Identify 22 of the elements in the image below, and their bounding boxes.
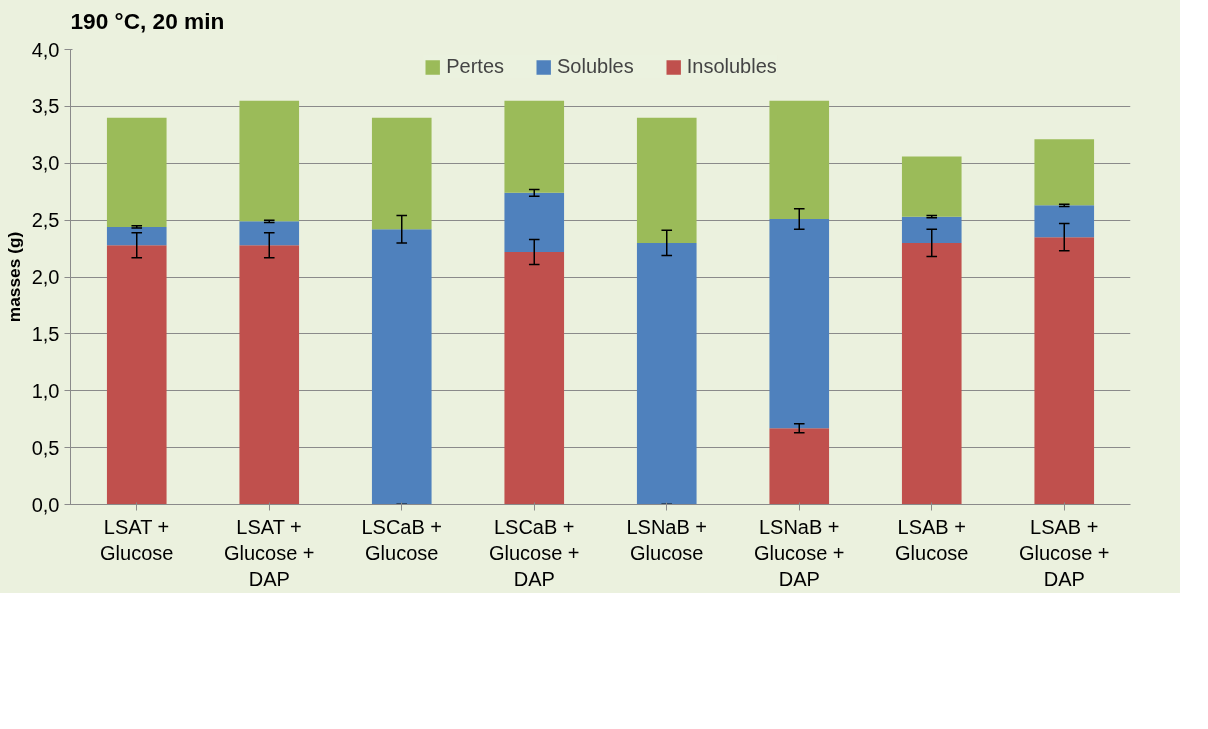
- legend-label: Solubles: [557, 55, 634, 78]
- y-tick-label: 3,5: [31, 95, 60, 118]
- x-tick-label: LSAB + Glucose + DAP: [1018, 515, 1110, 591]
- legend-label: Pertes: [446, 55, 505, 78]
- y-tick-label: 0,5: [31, 436, 60, 459]
- x-tick-label: LSAT + Glucose + DAP: [223, 515, 315, 591]
- y-tick-label: 4,0: [31, 38, 60, 61]
- x-tick-label: LSNaB + Glucose + DAP: [753, 515, 845, 591]
- y-tick-label: 2,5: [31, 209, 60, 232]
- chart-title: 190 °C, 20 min: [70, 7, 225, 34]
- x-tick-label: LSNaB + Glucose: [626, 515, 708, 564]
- y-tick-label: 3,0: [31, 152, 60, 175]
- y-tick-label: 1,0: [31, 379, 60, 402]
- y-tick-label: 1,5: [31, 322, 60, 345]
- x-tick-label: LSAB + Glucose: [895, 515, 969, 564]
- y-tick-label: 2,0: [31, 266, 60, 288]
- y-tick-label: 0,0: [31, 493, 60, 516]
- legend-label: Insolubles: [686, 55, 777, 78]
- x-tick-label: LSCaB + Glucose + DAP: [488, 515, 580, 591]
- x-tick-label: LSAT + Glucose: [100, 515, 174, 564]
- y-axis-title: masses (g): [3, 231, 24, 323]
- x-tick-label: LSCaB + Glucose: [361, 515, 443, 564]
